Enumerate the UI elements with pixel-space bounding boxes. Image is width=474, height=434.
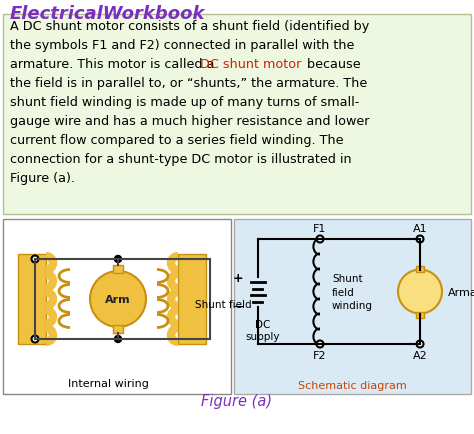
- Bar: [113, 325, 123, 333]
- Text: +: +: [233, 271, 243, 284]
- Text: DC shunt motor: DC shunt motor: [200, 58, 301, 71]
- Text: because: because: [303, 58, 361, 71]
- Text: the field is in parallel to, or “shunts,” the armature. The: the field is in parallel to, or “shunts,…: [10, 77, 367, 90]
- Text: Figure (a): Figure (a): [201, 393, 273, 408]
- Text: A2: A2: [413, 350, 428, 360]
- Circle shape: [417, 341, 423, 348]
- Text: ElectricalWorkbook: ElectricalWorkbook: [10, 5, 206, 23]
- Text: F2: F2: [313, 350, 327, 360]
- Circle shape: [90, 271, 146, 327]
- Text: Arm: Arm: [105, 294, 131, 304]
- Text: gauge wire and has a much higher resistance and lower: gauge wire and has a much higher resista…: [10, 115, 370, 128]
- Text: current flow compared to a series field winding. The: current flow compared to a series field …: [10, 134, 344, 147]
- Text: F1: F1: [313, 224, 327, 233]
- Text: −: −: [232, 299, 244, 313]
- Text: Armature: Armature: [448, 287, 474, 297]
- Circle shape: [115, 336, 121, 343]
- Bar: [113, 265, 123, 273]
- FancyBboxPatch shape: [3, 15, 471, 214]
- Text: connection for a shunt-type DC motor is illustrated in: connection for a shunt-type DC motor is …: [10, 153, 352, 166]
- Text: Shunt
field
winding: Shunt field winding: [332, 274, 373, 310]
- Bar: [416, 312, 424, 318]
- Text: the symbols F1 and F2) connected in parallel with the: the symbols F1 and F2) connected in para…: [10, 39, 355, 52]
- Circle shape: [417, 236, 423, 243]
- Text: DC
supply: DC supply: [246, 320, 280, 341]
- Bar: [416, 266, 424, 272]
- Bar: [18, 254, 46, 344]
- Bar: [234, 220, 471, 394]
- Circle shape: [317, 236, 323, 243]
- Text: A1: A1: [413, 224, 428, 233]
- Text: shunt field winding is made up of many turns of small-: shunt field winding is made up of many t…: [10, 96, 359, 109]
- Circle shape: [398, 270, 442, 314]
- Text: A DC shunt motor consists of a shunt field (identified by: A DC shunt motor consists of a shunt fie…: [10, 20, 369, 33]
- Text: Shunt field: Shunt field: [195, 299, 252, 309]
- Circle shape: [31, 256, 38, 263]
- Text: Internal wiring: Internal wiring: [68, 378, 148, 388]
- Bar: [178, 254, 206, 344]
- Circle shape: [31, 336, 38, 343]
- Bar: [3, 220, 231, 394]
- Circle shape: [317, 341, 323, 348]
- Text: armature. This motor is called a: armature. This motor is called a: [10, 58, 219, 71]
- Text: Schematic diagram: Schematic diagram: [298, 380, 406, 390]
- Circle shape: [115, 256, 121, 263]
- Text: Figure (a).: Figure (a).: [10, 171, 75, 184]
